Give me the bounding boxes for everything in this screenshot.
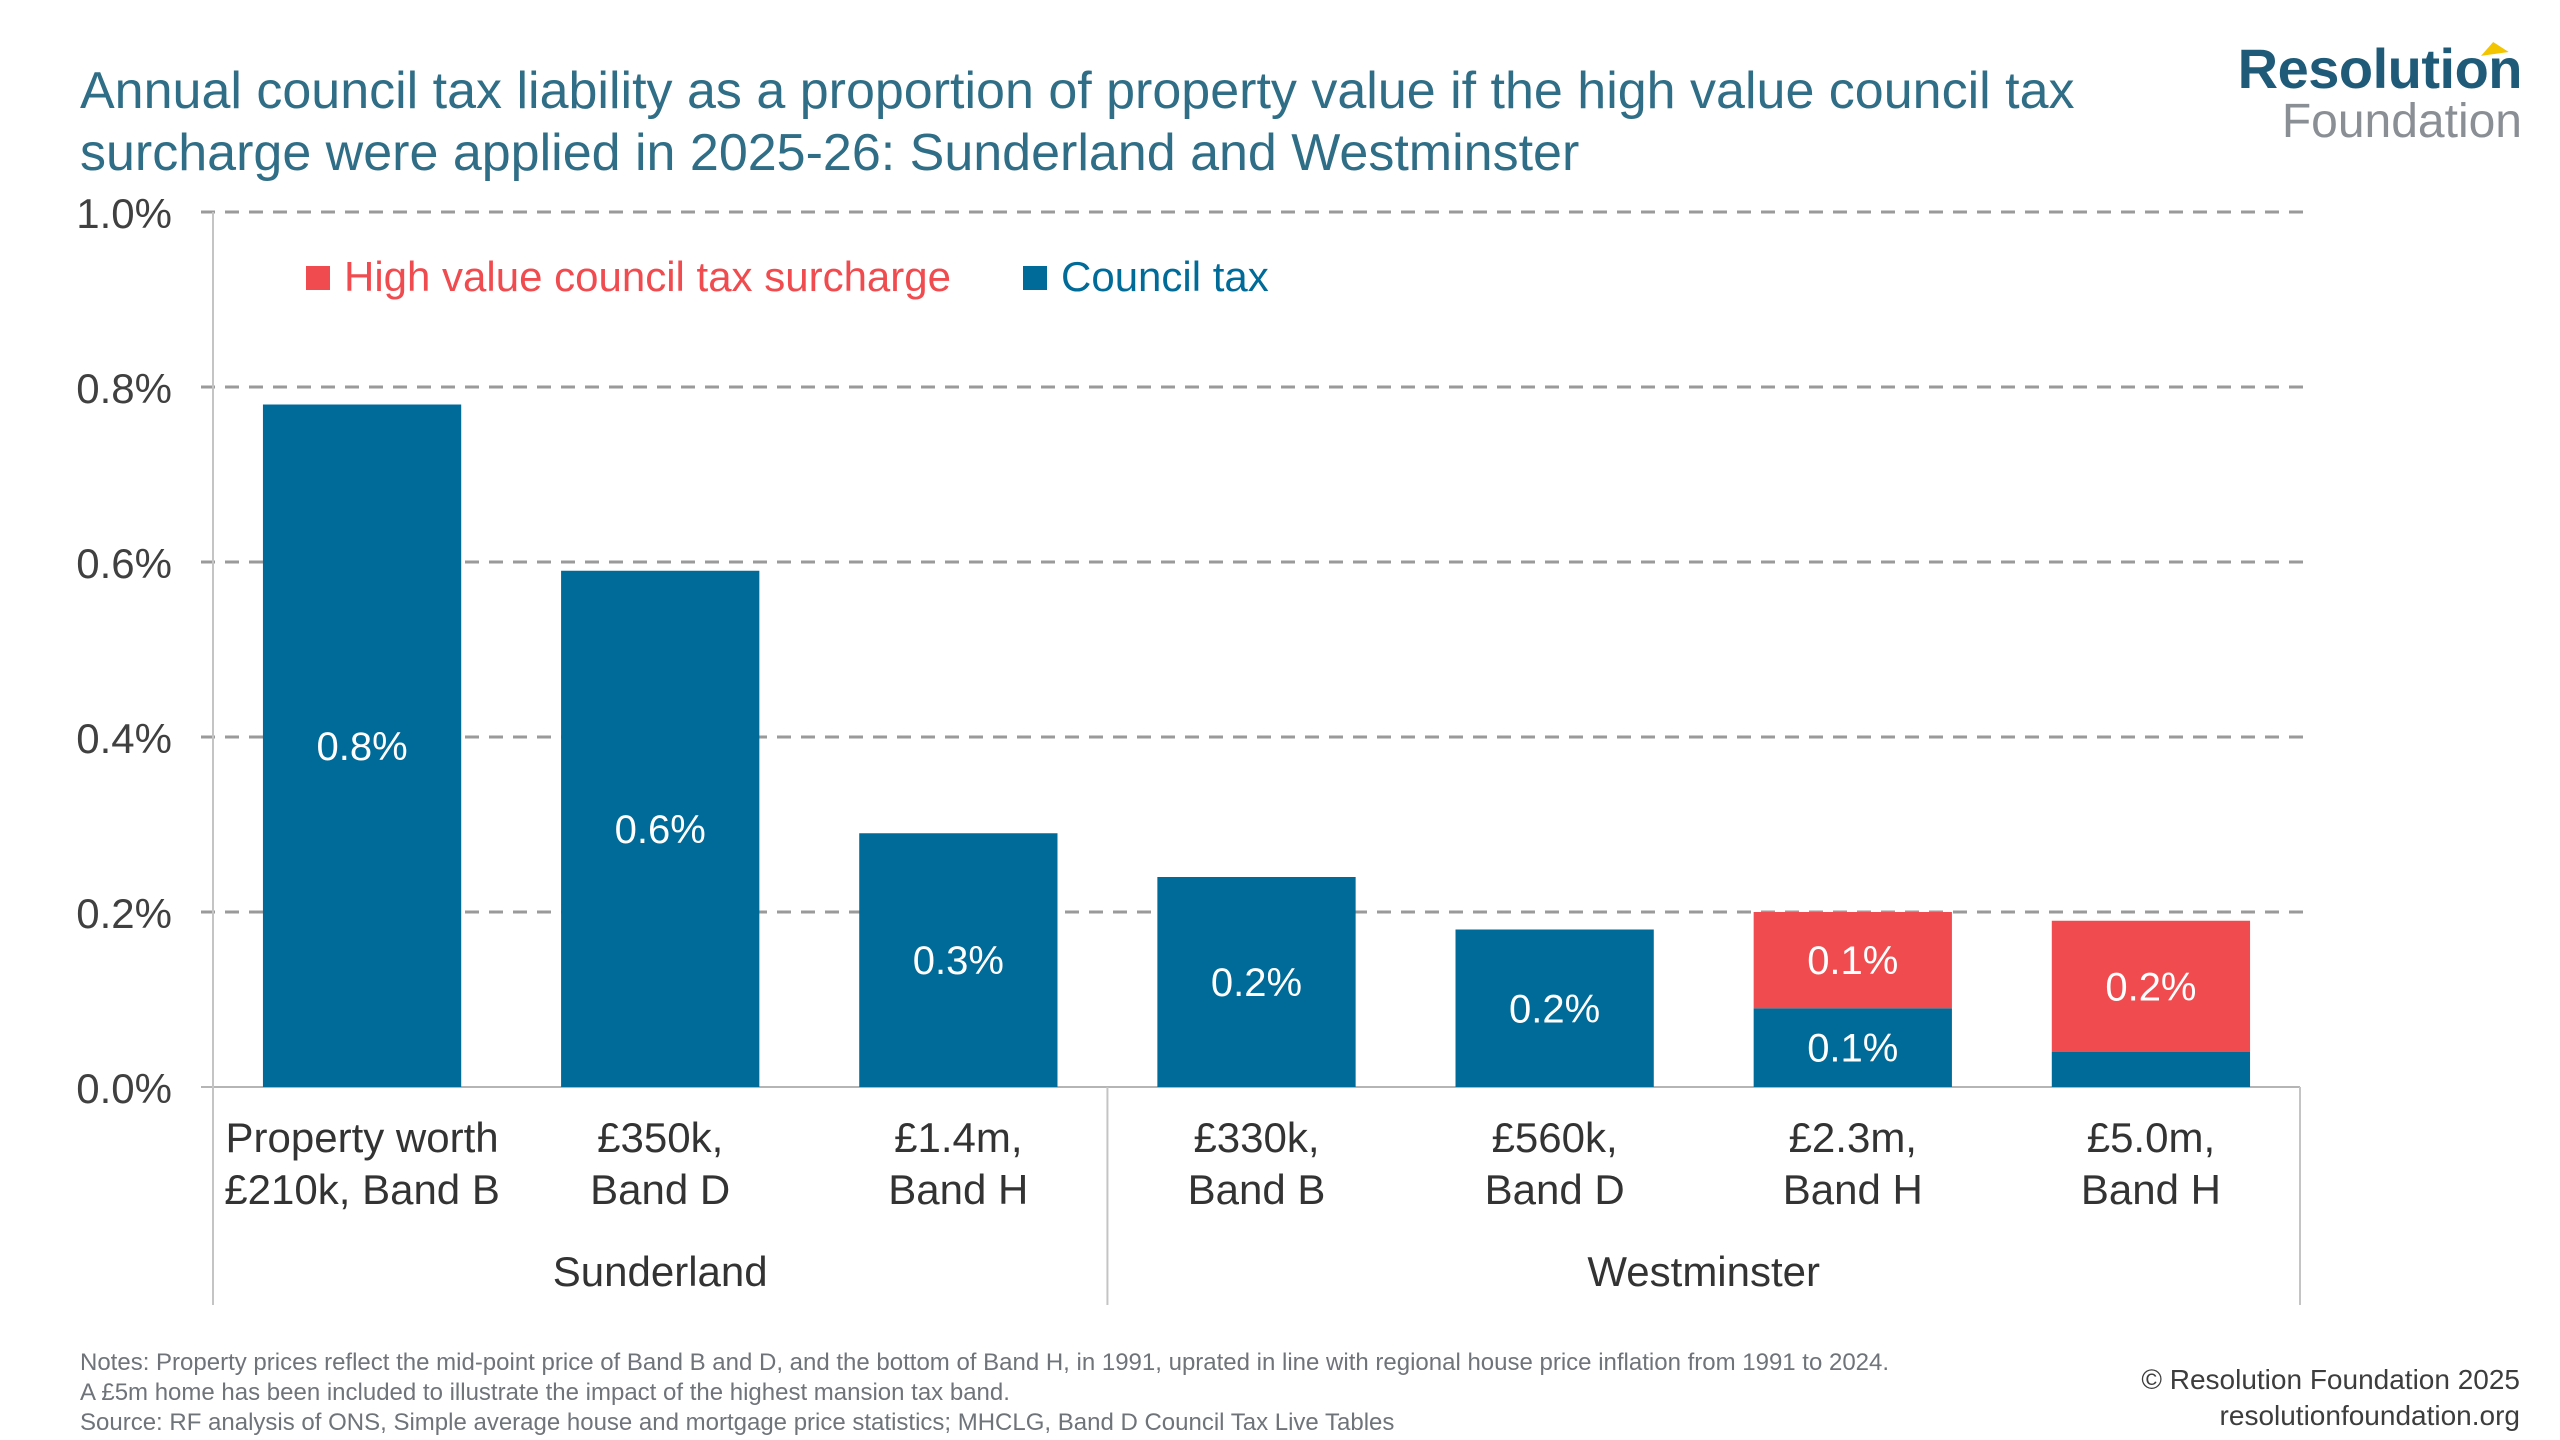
notes-line: Notes: Property prices reflect the mid-p…	[80, 1349, 1890, 1376]
data-label: 0.3%	[913, 939, 1004, 983]
stacked-bar-chart: 0.0% 0.2% 0.4% 0.6% 0.8% 1.0% Sunderland Westmi…	[76, 190, 2304, 1305]
y-tick-label: 0.8%	[76, 365, 172, 412]
x-tick-label: Band B	[1188, 1166, 1326, 1213]
y-tick-label: 0.0%	[76, 1065, 172, 1112]
x-tick-label: £350k,	[597, 1114, 723, 1161]
x-group-label: Westminster	[1587, 1248, 1820, 1295]
x-tick-label: Band D	[590, 1166, 730, 1213]
bar-segment	[561, 570, 760, 1087]
x-tick-label: Band H	[1783, 1166, 1923, 1213]
x-tick-label: Band D	[1485, 1166, 1625, 1213]
resolution-foundation-logo: Resolution Foundation	[2237, 37, 2523, 148]
x-group-label: Sunderland	[553, 1248, 768, 1295]
x-tick-label: Band H	[888, 1166, 1028, 1213]
gridlines	[201, 210, 2304, 914]
bar-segment	[1753, 912, 1952, 1009]
legend: High value council tax surcharge Council …	[306, 253, 1269, 300]
bar-segment	[262, 404, 462, 1087]
logo-sub-text: Foundation	[2281, 95, 2522, 148]
notes-line: A £5m home has been included to illustra…	[80, 1379, 1010, 1406]
data-labels: 0.8% 0.6% 0.3% 0.2% 0.2% 0.1% 0.1% 0.2%	[316, 725, 2196, 1071]
chart-title: Annual council tax liability as a propor…	[80, 60, 2160, 184]
copyright-credit: © Resolution Foundation 2025 resolutionf…	[2141, 1362, 2520, 1434]
axes: 0.0% 0.2% 0.4% 0.6% 0.8% 1.0% Sunderland Westmi…	[76, 190, 2301, 1305]
x-tick-label: £560k,	[1492, 1114, 1618, 1161]
chart-notes: Notes: Property prices reflect the mid-p…	[80, 1348, 1889, 1438]
source-line: Source: RF analysis of ONS, Simple avera…	[80, 1409, 1395, 1436]
y-tick-label: 1.0%	[76, 190, 172, 237]
chart-title-line: Annual council tax liability as a propor…	[80, 62, 2075, 120]
bar-segment	[859, 833, 1058, 1087]
legend-label: Council tax	[1061, 253, 1269, 300]
x-tick-label: Property worth	[226, 1114, 499, 1161]
bar-segment	[1753, 1008, 1952, 1087]
data-label: 0.1%	[1807, 939, 1898, 983]
x-tick-label: £5.0m,	[2087, 1114, 2215, 1161]
logo-main-text: Resolution	[2237, 37, 2523, 100]
bar-segment	[1455, 929, 1654, 1087]
data-label: 0.8%	[316, 725, 407, 769]
bars	[262, 404, 2251, 1087]
x-tick-label: Band H	[2081, 1166, 2221, 1213]
website-url: resolutionfoundation.org	[2219, 1400, 2520, 1431]
bar-segment	[2051, 920, 2251, 1052]
data-label: 0.2%	[1211, 961, 1302, 1005]
data-label: 0.2%	[1509, 987, 1600, 1031]
data-label: 0.6%	[615, 808, 706, 852]
bar-segment	[1157, 877, 1356, 1087]
copyright-text: © Resolution Foundation 2025	[2141, 1364, 2520, 1395]
legend-label: High value council tax surcharge	[344, 253, 951, 300]
chart-title-line: surcharge were applied in 2025-26: Sunde…	[80, 124, 1580, 182]
x-tick-label: £2.3m,	[1789, 1114, 1917, 1161]
data-label: 0.2%	[2105, 965, 2196, 1009]
x-tick-label: £210k, Band B	[224, 1166, 500, 1213]
legend-swatch	[306, 266, 330, 290]
y-tick-label: 0.2%	[76, 890, 172, 937]
legend-swatch	[1023, 266, 1047, 290]
y-tick-label: 0.4%	[76, 715, 172, 762]
x-tick-label: £1.4m,	[894, 1114, 1022, 1161]
bar-segment	[2051, 1052, 2251, 1087]
y-tick-label: 0.6%	[76, 540, 172, 587]
x-tick-label: £330k,	[1193, 1114, 1319, 1161]
data-label: 0.1%	[1807, 1027, 1898, 1071]
